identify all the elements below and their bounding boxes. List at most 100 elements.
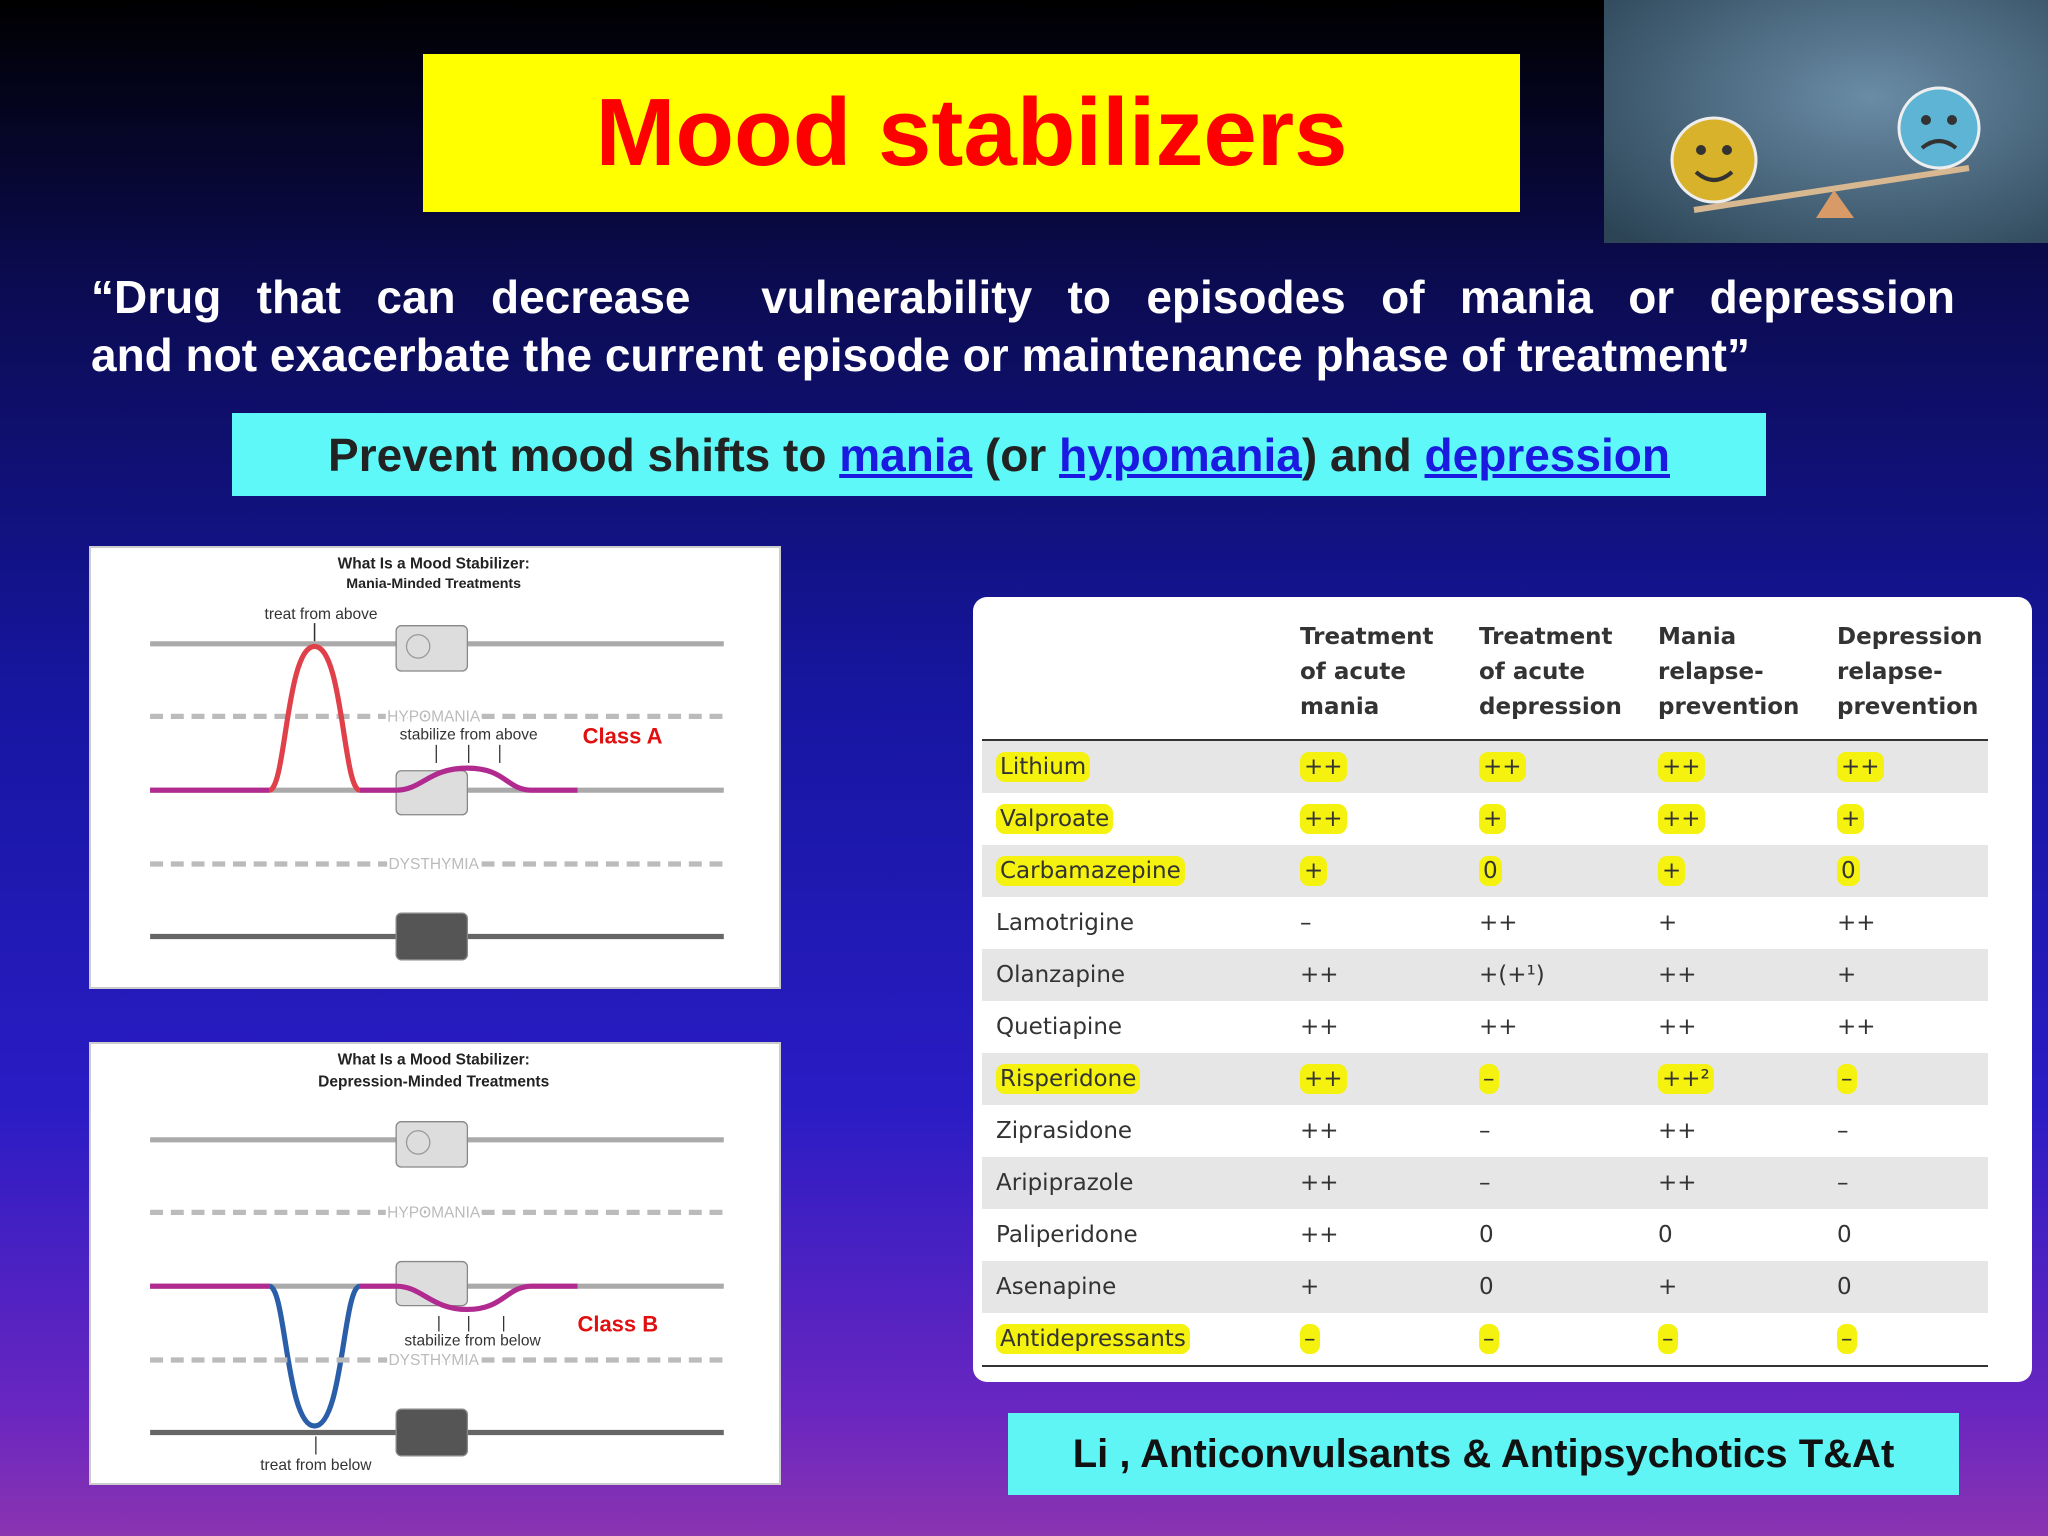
diagram-a: What Is a Mood Stabilizer: Mania-Minded …	[89, 546, 781, 989]
table-card: Treatment of acute mania Treatment of acute d…	[973, 597, 2032, 1382]
effect-value: –	[1837, 1324, 1857, 1354]
effect-cell: –	[1286, 1313, 1465, 1367]
effect-value: –	[1837, 1064, 1857, 1094]
zone-label: HYPOMANIA	[387, 709, 481, 726]
effect-cell: +	[1286, 1261, 1465, 1313]
drug-cell: Ziprasidone	[982, 1105, 1286, 1157]
effect-cell: +	[1644, 897, 1823, 949]
drug-name: Ziprasidone	[996, 1118, 1133, 1144]
drug-name: Olanzapine	[996, 962, 1126, 988]
effect-cell: 0	[1823, 1209, 1988, 1261]
drug-cell: Lamotrigine	[982, 897, 1286, 949]
effect-cell: –	[1465, 1313, 1644, 1367]
effect-cell: +	[1823, 793, 1988, 845]
effect-cell: ++	[1286, 793, 1465, 845]
drug-cell: Antidepressants	[982, 1313, 1286, 1367]
annotation: treat from above	[265, 606, 378, 623]
effect-value: –	[1837, 1170, 1849, 1196]
diagram-b: What Is a Mood Stabilizer: Depression-Mi…	[89, 1042, 781, 1485]
effect-cell: ++	[1644, 1001, 1823, 1053]
drug-cell: Paliperidone	[982, 1209, 1286, 1261]
effect-cell: 0	[1465, 1261, 1644, 1313]
drug-cell: Olanzapine	[982, 949, 1286, 1001]
effect-value: ++	[1658, 1170, 1697, 1196]
effect-value: ++	[1300, 1222, 1339, 1248]
zone-label: DYSTHYMIA	[388, 1352, 479, 1369]
effect-cell: ++	[1286, 1209, 1465, 1261]
header-cell: Mania relapse-prevention	[1644, 597, 1823, 741]
effect-value: ++	[1300, 1170, 1339, 1196]
link[interactable]: hypomania	[1059, 428, 1302, 481]
effect-value: +	[1658, 1274, 1678, 1300]
header-line: of acute	[1300, 659, 1406, 685]
link[interactable]: mania	[839, 428, 973, 481]
slide-title: Mood stabilizers	[423, 54, 1520, 212]
effect-cell: ++	[1823, 740, 1988, 793]
effect-value: ++	[1837, 752, 1884, 782]
effect-value: 0	[1837, 856, 1860, 886]
balance-illustration	[1604, 0, 2048, 243]
drug-name: Valproate	[996, 804, 1114, 834]
effect-value: ++	[1300, 804, 1347, 834]
header-line: relapse-	[1837, 659, 1943, 685]
effect-value: –	[1479, 1170, 1491, 1196]
header-line: prevention	[1837, 694, 1979, 720]
header-line: prevention	[1658, 694, 1800, 720]
effect-value: ++	[1658, 1118, 1697, 1144]
definition-line: and not exacerbate the current episode o…	[91, 329, 1750, 381]
effect-cell: ++	[1465, 897, 1644, 949]
effect-cell: 0	[1823, 1261, 1988, 1313]
effect-value: 0	[1479, 1222, 1494, 1248]
class-label: Class A	[583, 724, 663, 749]
effect-value: ++	[1300, 752, 1347, 782]
effect-cell: ++	[1644, 1105, 1823, 1157]
annotation: stabilize from below	[404, 1333, 541, 1350]
effect-value: –	[1837, 1118, 1849, 1144]
effect-cell: ++²	[1644, 1053, 1823, 1105]
table-row: Ziprasidone ++ – ++ –	[982, 1105, 1988, 1157]
effect-cell: ++	[1286, 949, 1465, 1001]
table-row: Aripiprazole ++ – ++ –	[982, 1157, 1988, 1209]
header-line: Mania	[1658, 624, 1737, 650]
effect-cell: ++	[1286, 1157, 1465, 1209]
effect-cell: –	[1465, 1157, 1644, 1209]
drug-name: Carbamazepine	[996, 856, 1185, 886]
header-line: relapse-	[1658, 659, 1764, 685]
drug-name: Asenapine	[996, 1274, 1117, 1300]
link[interactable]: depression	[1424, 428, 1670, 481]
header-cell: Treatment of acute depression	[1465, 597, 1644, 741]
effect-cell: +	[1286, 845, 1465, 897]
drug-name: Antidepressants	[996, 1324, 1190, 1354]
effect-cell: –	[1465, 1053, 1644, 1105]
tagline-text: Prevent mood shifts to	[328, 428, 840, 481]
class-label: Class B	[577, 1311, 658, 1336]
effect-value: 0	[1658, 1222, 1673, 1248]
effect-value: ++	[1300, 962, 1339, 988]
tagline: Prevent mood shifts to mania (or hypoman…	[232, 413, 1766, 496]
effect-cell: ++	[1286, 1001, 1465, 1053]
effect-cell: 0	[1465, 1209, 1644, 1261]
effect-value: 0	[1837, 1222, 1852, 1248]
table-row: Risperidone ++ – ++² –	[982, 1053, 1988, 1105]
effect-value: ++	[1300, 1118, 1339, 1144]
header-cell: Treatment of acute mania	[1286, 597, 1465, 741]
effect-cell: –	[1286, 897, 1465, 949]
table-row: Olanzapine ++ +(+¹) ++ +	[982, 949, 1988, 1001]
table-row: Lithium ++ ++ ++ ++	[982, 740, 1988, 793]
annotation: treat from below	[260, 1457, 372, 1474]
effect-value: 0	[1479, 1274, 1494, 1300]
drug-name: Risperidone	[996, 1064, 1141, 1094]
effect-cell: +	[1644, 845, 1823, 897]
header-row: Treatment of acute mania Treatment of acute d…	[982, 597, 1988, 741]
drug-cell: Carbamazepine	[982, 845, 1286, 897]
drug-name: Aripiprazole	[996, 1170, 1134, 1196]
zone-label: HYPOMANIA	[387, 1205, 481, 1222]
header-line: mania	[1300, 694, 1380, 720]
drug-name: Quetiapine	[996, 1014, 1123, 1040]
effect-cell: +	[1823, 949, 1988, 1001]
diagram-subtitle: Depression-Minded Treatments	[318, 1074, 549, 1091]
effect-cell: 0	[1465, 845, 1644, 897]
effect-value: –	[1658, 1324, 1678, 1354]
effect-value: 0	[1837, 1274, 1852, 1300]
